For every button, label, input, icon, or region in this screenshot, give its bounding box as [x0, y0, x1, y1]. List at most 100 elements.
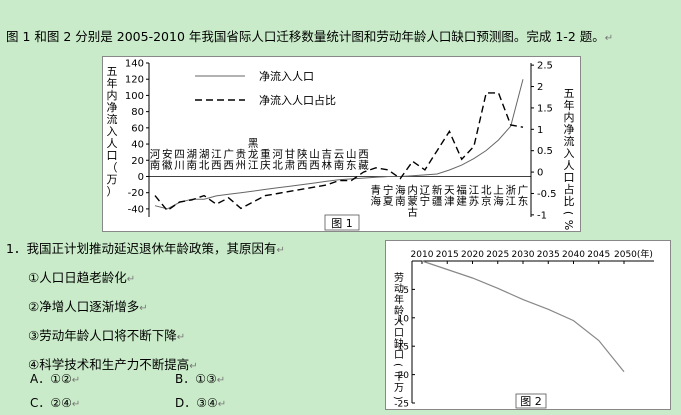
category-label: 内 [407, 183, 418, 196]
category-label: 陕 [297, 147, 308, 160]
left-axis-title-char: 年 [107, 76, 118, 90]
category-label: 安 [162, 147, 173, 160]
category-label: 古 [407, 205, 418, 218]
category-label: 川 [174, 159, 185, 171]
category-label: 北 [481, 184, 492, 196]
question-item-text: ②净增人口逐渐增多 [28, 299, 140, 314]
y-axis-title-char: 缺 [394, 337, 404, 350]
category-label: 青 [371, 183, 382, 196]
category-label: 藏 [358, 159, 369, 171]
category-label: 东 [518, 194, 529, 207]
category-label: 西 [358, 148, 369, 160]
x-tick-label: 2010 [411, 250, 434, 260]
category-label: 黑 [248, 137, 259, 149]
right-axis-title-char: 内 [564, 110, 575, 124]
category-label: 四 [174, 148, 185, 160]
category-label: 庆 [260, 158, 271, 171]
category-label: 西 [223, 159, 234, 171]
category-label: 新 [432, 183, 443, 196]
category-label: 建 [456, 194, 467, 207]
question-item-text: ④科学技术和生产力不断提高 [28, 357, 190, 372]
category-label: 辽 [420, 184, 431, 196]
left-tick-label: 80 [131, 107, 144, 118]
category-label: 夏 [383, 195, 394, 207]
category-label: 福 [456, 183, 467, 196]
right-tick-label: 1.5 [537, 103, 553, 114]
right-tick-label: 2 [537, 82, 543, 93]
option-a-text: A．①② [30, 372, 72, 386]
category-label: 贵 [236, 147, 247, 160]
option-c-text: C．②④ [30, 396, 72, 410]
x-tick-label: 2035 [537, 250, 560, 260]
option-b-text: B．①③ [175, 372, 217, 386]
right-tick-label: -0.5 [537, 189, 557, 200]
question-item: ①人口日趋老龄化↵ [28, 267, 285, 286]
category-label: 京 [481, 194, 492, 207]
return-mark: ↵ [71, 399, 81, 410]
category-label: 天 [444, 184, 455, 196]
left-axis-title-char: 人 [107, 137, 118, 150]
y-axis-title-char: 动 [394, 283, 404, 295]
x-tick-label: 2015 [436, 250, 459, 260]
legend-label: 净流入人口 [259, 69, 314, 83]
right-axis-title-char: 年 [564, 98, 575, 112]
return-mark: ↵ [217, 399, 227, 410]
category-label: 肃 [285, 159, 296, 171]
left-axis-title-char: 五 [107, 65, 118, 78]
x-tick-label: 2025 [486, 250, 509, 260]
category-label: 蒙 [407, 194, 418, 207]
figure-2-labor-gap-chart: 2010 2015 2020 2025 2030 2035 2040 2045 2050(年) -… [385, 240, 671, 410]
category-label: 河 [150, 148, 161, 160]
category-label: 广 [223, 148, 234, 160]
y-axis-title-char: ) [392, 396, 403, 400]
option-c[interactable]: C．②④↵ [30, 394, 80, 411]
category-label: 广 [518, 184, 529, 196]
category-label: 林 [321, 158, 332, 171]
left-tick-label: 0 [138, 172, 144, 183]
question-stem-text: 1．我国正计划推动延迟退休年龄政策，其原因有 [6, 241, 277, 256]
return-mark: ↵ [71, 375, 81, 386]
category-label: 湖 [199, 148, 210, 160]
option-b[interactable]: B．①③↵ [175, 370, 225, 387]
category-label: 南 [187, 158, 198, 171]
y-tick-label: -5 [400, 286, 409, 296]
y-axis-title-char: 劳 [394, 271, 404, 284]
figure-2-svg: 2010 2015 2020 2025 2030 2035 2040 2045 2050(年) -… [392, 248, 654, 410]
right-axis-title-char: 比 [564, 195, 575, 208]
category-label: 州 [236, 159, 247, 171]
question-item: ④科学技术和生产力不断提高↵ [28, 354, 285, 373]
left-axis-title-char: 入 [107, 125, 118, 138]
right-axis-title-char: 五 [564, 87, 575, 100]
category-label: 浙 [505, 184, 516, 196]
category-label: 南 [334, 158, 345, 171]
category-label: 江 [248, 159, 259, 171]
left-axis-title-char: 净 [107, 100, 118, 114]
left-tick-label: 100 [125, 91, 144, 102]
y-tick-label: -20 [394, 371, 409, 381]
category-label: 江 [505, 195, 516, 207]
option-d[interactable]: D．③④↵ [175, 394, 226, 411]
left-axis-title-char: 内 [107, 88, 118, 102]
left-axis-title-char: 流 [107, 112, 118, 126]
y-tick-label: -25 [394, 400, 409, 410]
category-label: 疆 [432, 195, 443, 207]
right-tick-label: 0.5 [537, 146, 553, 157]
option-a[interactable]: A．①②↵ [30, 370, 80, 387]
y-axis-title-char: 年 [394, 293, 404, 306]
left-axis-title-char: 口 [107, 149, 118, 162]
y-axis-title-char: 人 [394, 316, 404, 328]
option-d-text: D．③④ [175, 396, 218, 410]
right-axis-title-char: 口 [564, 171, 575, 184]
question-item-text: ①人口日趋老龄化 [28, 270, 127, 285]
left-tick-label: 140 [125, 59, 144, 70]
category-label: 宁 [383, 183, 394, 196]
intro-sentence: 图 1 和图 2 分别是 2005-2010 年我国省际人口迁移数量统计图和劳动… [6, 29, 605, 44]
return-mark: ↵ [216, 375, 226, 386]
category-label: 东 [346, 158, 357, 171]
left-tick-label: 60 [131, 123, 144, 134]
x-tick-label: 2020 [461, 250, 484, 260]
x-tick-label: 2045 [587, 250, 610, 260]
caption-box [515, 393, 547, 409]
figure-caption: 图 1 [331, 217, 353, 230]
y-tick-label: -10 [394, 314, 409, 324]
